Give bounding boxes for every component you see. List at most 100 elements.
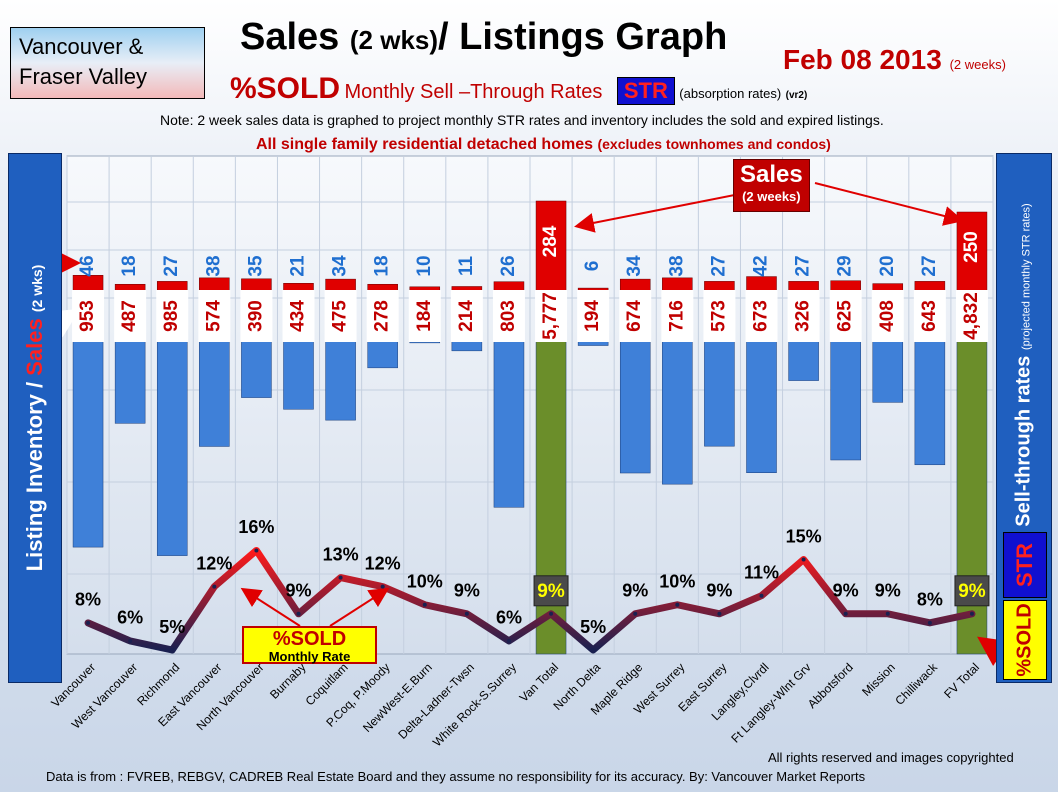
sales-label: 34 bbox=[330, 255, 351, 277]
right-axis-label: Sell-through rates (projected monthly ST… bbox=[1012, 203, 1035, 527]
svg-text:6%: 6% bbox=[496, 608, 522, 628]
sales-label: 21 bbox=[288, 255, 309, 277]
sales-label: 34 bbox=[624, 255, 645, 277]
sales-label: 42 bbox=[751, 255, 772, 276]
sold-rate-point bbox=[380, 584, 385, 589]
sales-label: 11 bbox=[456, 256, 477, 277]
sold-rate-point bbox=[717, 611, 722, 616]
sold-rate-label: 10% bbox=[407, 572, 443, 592]
sold-rate-label: 9% bbox=[833, 581, 859, 601]
sales-label: 38 bbox=[666, 255, 687, 276]
svg-text:9%: 9% bbox=[285, 581, 311, 601]
sold-rate-label: 9% bbox=[454, 581, 480, 601]
listing-label: 674 bbox=[619, 290, 652, 342]
sold-rate-point bbox=[675, 602, 680, 607]
svg-text:184: 184 bbox=[414, 300, 435, 332]
listing-label: 716 bbox=[661, 290, 694, 342]
sold-rate-label: 16% bbox=[238, 517, 274, 537]
category-label: Ft Langley-Wlnt Grv bbox=[728, 660, 813, 745]
listing-label: 326 bbox=[787, 290, 820, 342]
svg-text:194: 194 bbox=[582, 300, 603, 332]
sales-label: 27 bbox=[793, 255, 814, 276]
svg-text:475: 475 bbox=[330, 300, 351, 332]
listing-label: 475 bbox=[324, 290, 357, 342]
listing-label: 573 bbox=[703, 290, 736, 342]
svg-text:5%: 5% bbox=[159, 617, 185, 637]
svg-text:12%: 12% bbox=[365, 553, 401, 573]
date-small: (2 weeks) bbox=[949, 57, 1006, 72]
listing-label: 487 bbox=[114, 290, 147, 342]
svg-text:573: 573 bbox=[708, 300, 729, 332]
listing-label: 194 bbox=[577, 290, 610, 342]
listing-label: 574 bbox=[198, 290, 231, 342]
sold-rate-point bbox=[801, 557, 806, 562]
sold-rate-label: 10% bbox=[659, 572, 695, 592]
date-value: Feb 08 2013 bbox=[783, 44, 942, 75]
left-axis-sales: Sales bbox=[22, 318, 47, 376]
sales-callout: Sales (2 weeks) bbox=[733, 159, 810, 212]
sold-rate-label: 8% bbox=[917, 590, 943, 610]
category-label: Burnaby bbox=[267, 660, 309, 702]
title-main: Sales bbox=[240, 16, 340, 58]
sold-rate-point bbox=[170, 648, 175, 652]
svg-text:278: 278 bbox=[372, 300, 393, 332]
sales-label: 284 bbox=[540, 225, 561, 257]
sold-rate-point bbox=[254, 548, 259, 553]
title-small: (2 wks) bbox=[349, 25, 439, 55]
right-str-badge: STR bbox=[1003, 532, 1047, 598]
sold-rate-label: 6% bbox=[117, 608, 143, 628]
svg-text:9%: 9% bbox=[958, 581, 986, 602]
svg-text:8%: 8% bbox=[917, 590, 943, 610]
sold-rate-point bbox=[128, 638, 133, 643]
svg-text:9%: 9% bbox=[537, 581, 565, 602]
svg-text:625: 625 bbox=[835, 300, 856, 332]
left-axis-label: Listing Inventory / Sales (2 wks) bbox=[22, 264, 47, 572]
sold-rate-point bbox=[212, 584, 217, 589]
right-axis-panel: Sell-through rates (projected monthly ST… bbox=[996, 153, 1052, 683]
listing-label: 434 bbox=[282, 290, 315, 342]
right-axis-small: (projected monthly STR rates) bbox=[1020, 203, 1033, 351]
svg-text:5%: 5% bbox=[580, 617, 606, 637]
svg-text:408: 408 bbox=[877, 300, 898, 332]
title-rest: / Listings Graph bbox=[438, 16, 728, 58]
sold-rate-point bbox=[338, 575, 343, 580]
listing-label: 803 bbox=[492, 290, 525, 342]
subtitle: %SOLD Monthly Sell –Through Rates STR (a… bbox=[230, 72, 807, 106]
sold-rate-label: 9% bbox=[875, 581, 901, 601]
sold-callout-small: Monthly Rate bbox=[268, 649, 351, 664]
sold-rate-label: 11% bbox=[744, 562, 779, 582]
svg-text:643: 643 bbox=[919, 300, 940, 332]
sold-rate-label: 5% bbox=[580, 617, 606, 637]
listing-label: 278 bbox=[366, 290, 399, 342]
svg-text:716: 716 bbox=[666, 300, 687, 332]
sold-rate-label: 12% bbox=[365, 553, 401, 573]
svg-text:9%: 9% bbox=[875, 581, 901, 601]
sales-label: 46 bbox=[77, 255, 98, 276]
sales-label: 20 bbox=[877, 255, 898, 276]
svg-text:16%: 16% bbox=[238, 517, 274, 537]
listing-label: 4,832 bbox=[955, 290, 988, 342]
sold-rate-point bbox=[506, 638, 511, 643]
svg-text:9%: 9% bbox=[454, 581, 480, 601]
region-label: Vancouver & Fraser Valley bbox=[10, 27, 205, 99]
listing-label: 673 bbox=[745, 290, 778, 342]
svg-text:9%: 9% bbox=[706, 581, 732, 601]
sold-rate-label: 15% bbox=[786, 526, 822, 546]
sales-label: 18 bbox=[119, 255, 140, 276]
listing-label: 214 bbox=[450, 290, 483, 342]
left-axis-panel: Listing Inventory / Sales (2 wks) bbox=[8, 153, 62, 683]
chart-subnote: All single family residential detached h… bbox=[256, 136, 831, 153]
source-note: Data is from : FVREB, REBGV, CADREB Real… bbox=[46, 769, 866, 784]
sales-label: 18 bbox=[372, 255, 393, 276]
sold-rate-label: 9% bbox=[954, 575, 990, 607]
svg-text:434: 434 bbox=[288, 300, 309, 332]
svg-text:8%: 8% bbox=[75, 590, 101, 610]
sold-rate-label: 8% bbox=[75, 590, 101, 610]
sales-callout-small: (2 weeks) bbox=[742, 189, 801, 204]
svg-text:10%: 10% bbox=[659, 572, 695, 592]
sold-rate-line bbox=[84, 546, 976, 654]
svg-text:214: 214 bbox=[456, 300, 477, 332]
sold-rate-point bbox=[759, 593, 764, 598]
sold-label: %SOLD bbox=[230, 72, 341, 105]
